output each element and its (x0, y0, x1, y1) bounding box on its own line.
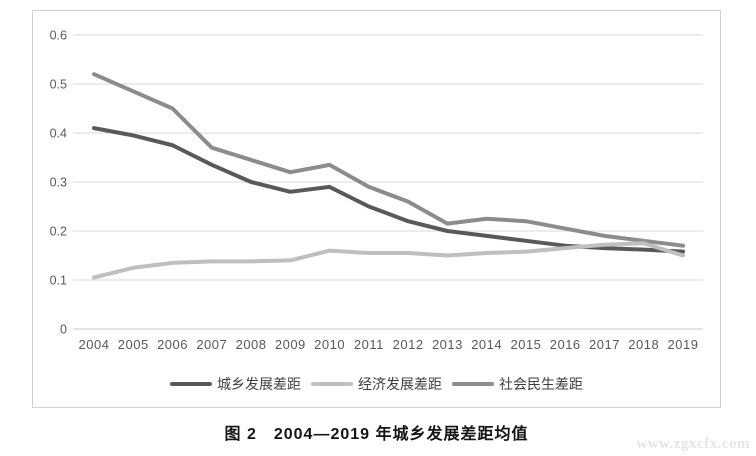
x-tick-label: 2008 (236, 337, 267, 352)
x-tick-label: 2010 (314, 337, 345, 352)
x-tick-label: 2011 (354, 337, 384, 352)
y-tick-label: 0.2 (50, 225, 67, 239)
legend-swatch-icon (311, 382, 353, 386)
x-tick-label: 2009 (275, 337, 306, 352)
legend-label: 社会民生差距 (499, 376, 583, 392)
series-line-3 (92, 72, 685, 248)
y-tick-label: 0.6 (50, 29, 67, 43)
series-line-2 (92, 241, 685, 280)
x-tick-label: 2014 (471, 337, 502, 352)
y-tick-label: 0.1 (50, 274, 67, 288)
watermark-text: www.zgxcfx.com (636, 436, 750, 452)
legend-swatch-icon (452, 382, 494, 386)
x-tick-label: 2013 (432, 337, 463, 352)
line-chart: 0 0.1 0.2 0.3 0.4 0.5 0.6 2004 2005 2006 2007 2008 2… (32, 10, 721, 408)
x-tick-label: 2016 (550, 337, 581, 352)
x-tick-label: 2007 (196, 337, 227, 352)
y-tick-label: 0.4 (50, 127, 67, 141)
x-tick-label: 2018 (628, 337, 659, 352)
legend-label: 城乡发展差距 (217, 376, 301, 392)
legend-item-2: 经济发展差距 (311, 374, 442, 394)
x-tick-label: 2006 (157, 337, 188, 352)
y-tick-label: 0.3 (50, 176, 67, 190)
x-tick-label: 2017 (589, 337, 620, 352)
x-tick-label: 2012 (393, 337, 424, 352)
figure-caption: 图 2 2004—2019 年城乡发展差距均值 (224, 426, 529, 443)
chart-canvas: 0 0.1 0.2 0.3 0.4 0.5 0.6 2004 2005 2006 2007 2008 2… (50, 29, 703, 352)
legend-item-1: 城乡发展差距 (170, 374, 301, 394)
legend-swatch-icon (170, 382, 212, 386)
y-tick-label: 0 (60, 323, 67, 337)
x-tick-label: 2004 (79, 337, 110, 352)
y-tick-label: 0.5 (50, 78, 67, 92)
chart-legend: 城乡发展差距 经济发展差距 社会民生差距 (33, 374, 720, 394)
x-tick-label: 2015 (510, 337, 541, 352)
legend-item-3: 社会民生差距 (452, 374, 583, 394)
x-tick-label: 2019 (668, 337, 699, 352)
legend-label: 经济发展差距 (358, 376, 442, 392)
x-tick-label: 2005 (118, 337, 149, 352)
